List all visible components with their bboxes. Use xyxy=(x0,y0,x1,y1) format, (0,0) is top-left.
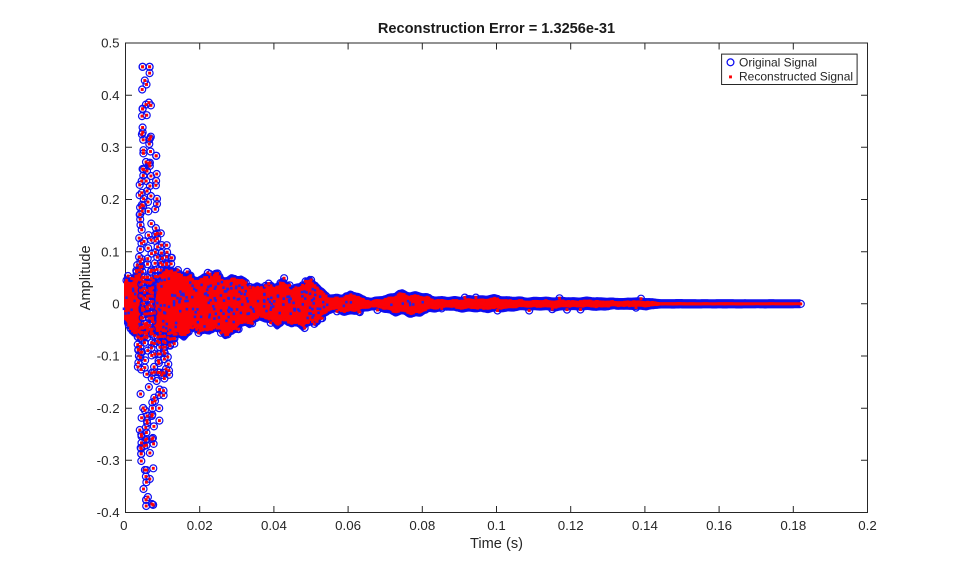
svg-text:0.16: 0.16 xyxy=(706,518,732,533)
svg-text:0: 0 xyxy=(112,297,119,312)
svg-text:-0.4: -0.4 xyxy=(97,505,120,520)
svg-text:0: 0 xyxy=(120,518,127,533)
svg-text:Time (s): Time (s) xyxy=(470,536,523,552)
svg-text:-0.2: -0.2 xyxy=(97,401,120,416)
svg-text:0.2: 0.2 xyxy=(858,518,877,533)
svg-text:0.12: 0.12 xyxy=(558,518,584,533)
svg-text:0.06: 0.06 xyxy=(335,518,361,533)
svg-text:0.14: 0.14 xyxy=(632,518,658,533)
svg-text:-0.1: -0.1 xyxy=(97,349,120,364)
svg-text:0.1: 0.1 xyxy=(487,518,506,533)
svg-text:0.1: 0.1 xyxy=(101,244,120,259)
svg-text:0.04: 0.04 xyxy=(261,518,287,533)
svg-text:Reconstruction Error = 1.3256e: Reconstruction Error = 1.3256e-31 xyxy=(378,21,615,37)
svg-text:0.3: 0.3 xyxy=(101,140,120,155)
svg-text:0.08: 0.08 xyxy=(409,518,435,533)
svg-text:Original Signal: Original Signal xyxy=(739,55,817,69)
svg-text:0.5: 0.5 xyxy=(101,36,120,51)
svg-text:0.02: 0.02 xyxy=(187,518,213,533)
svg-text:0.2: 0.2 xyxy=(101,192,120,207)
svg-text:Amplitude: Amplitude xyxy=(78,245,94,310)
svg-text:0.18: 0.18 xyxy=(780,518,806,533)
svg-text:Reconstructed Signal: Reconstructed Signal xyxy=(739,69,853,83)
svg-text:0.4: 0.4 xyxy=(101,88,120,103)
svg-text:-0.3: -0.3 xyxy=(97,453,120,468)
